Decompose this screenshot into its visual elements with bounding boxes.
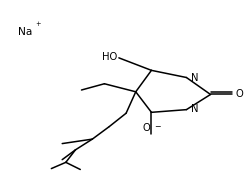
- Text: HO: HO: [102, 52, 118, 62]
- Text: O: O: [235, 89, 243, 100]
- Text: O: O: [143, 123, 150, 133]
- Text: −: −: [154, 122, 160, 131]
- Text: +: +: [36, 21, 41, 28]
- Text: N: N: [191, 73, 198, 83]
- Text: Na: Na: [18, 27, 32, 37]
- Text: N: N: [191, 104, 198, 114]
